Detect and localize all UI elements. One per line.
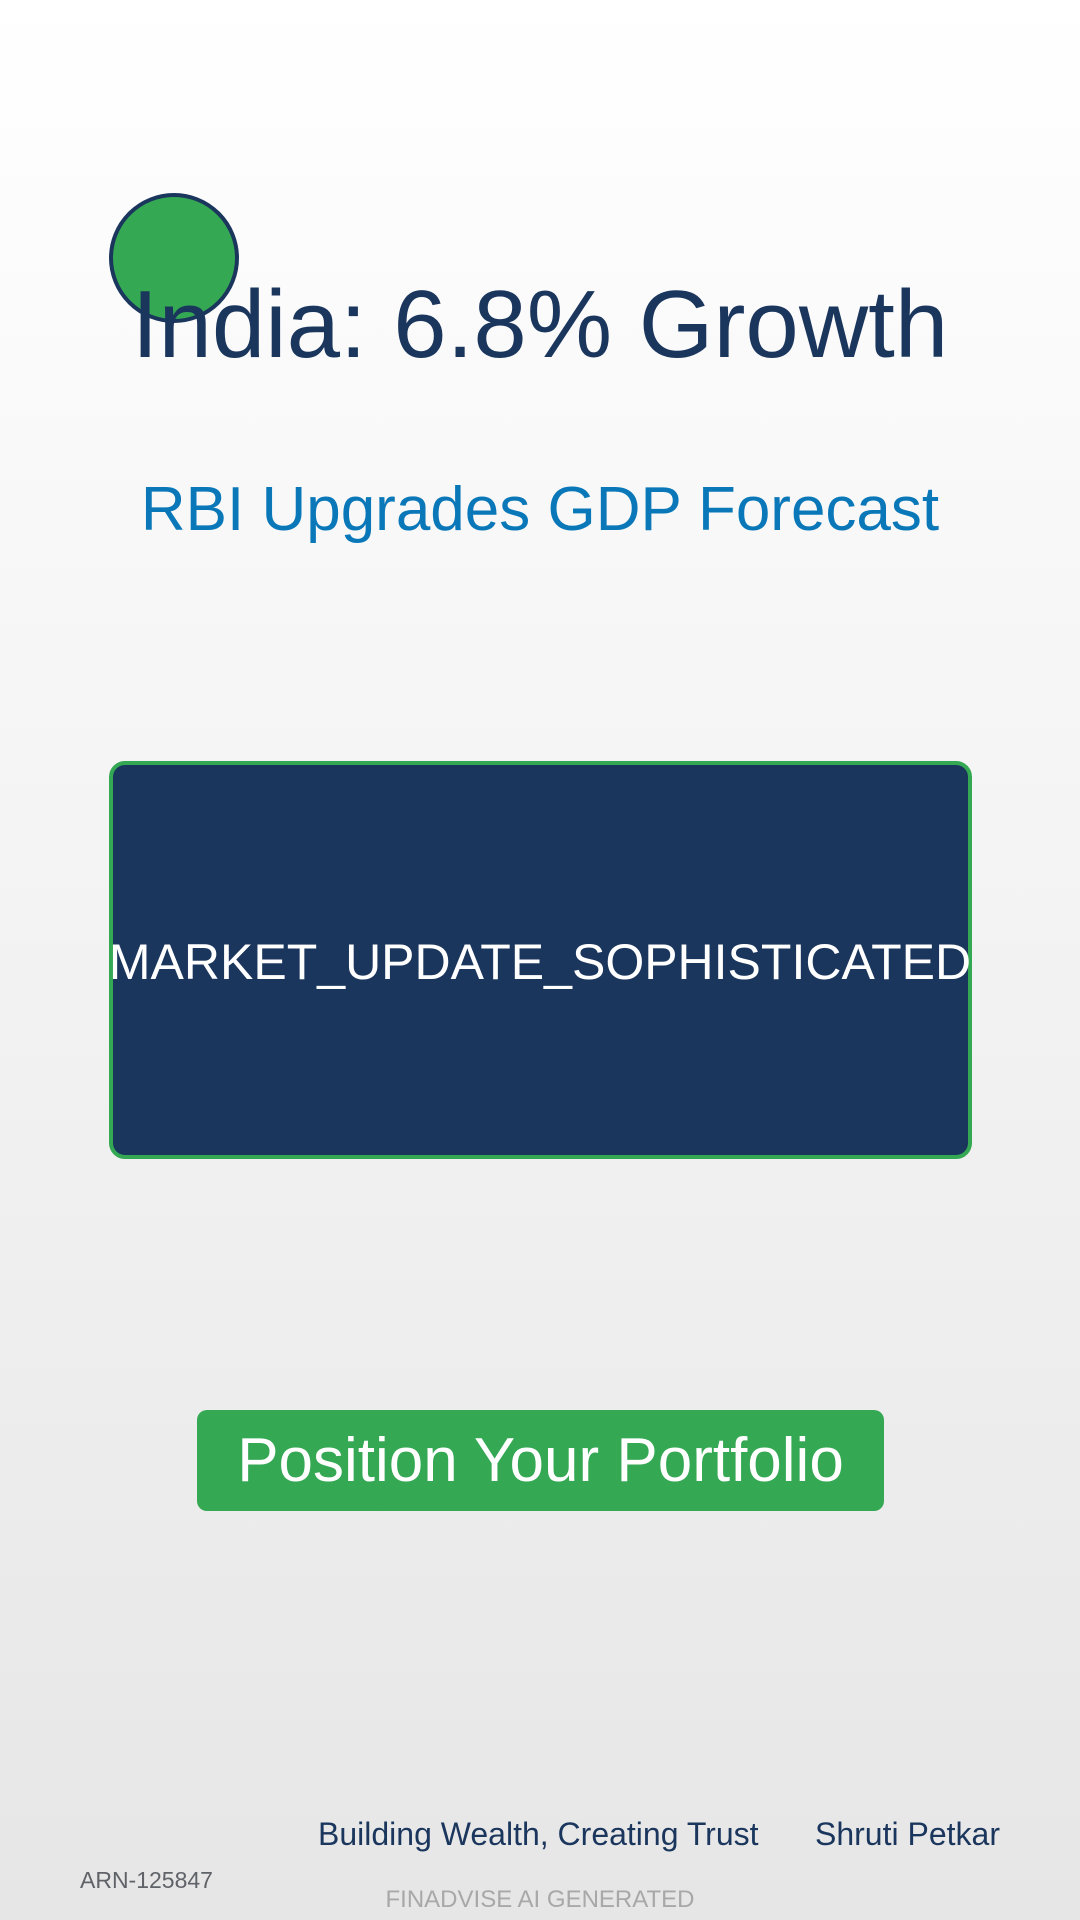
advisor-name: Shruti Petkar (815, 1816, 1000, 1852)
logo-circle-icon (109, 193, 239, 323)
arn-number: ARN-125847 (80, 1867, 213, 1893)
market-visual-card (109, 761, 972, 1159)
subheadline: RBI Upgrades GDP Forecast (140, 475, 940, 544)
ai-generated-watermark: FINADVISE AI GENERATED (385, 1886, 695, 1913)
brand-tagline: Building Wealth, Creating Trust (318, 1816, 759, 1852)
headline: India: 6.8% Growth (131, 271, 949, 378)
position-portfolio-button[interactable]: Position Your Portfolio (197, 1410, 884, 1511)
visual-card-label: MARKET_UPDATE_SOPHISTICATED (108, 934, 972, 990)
